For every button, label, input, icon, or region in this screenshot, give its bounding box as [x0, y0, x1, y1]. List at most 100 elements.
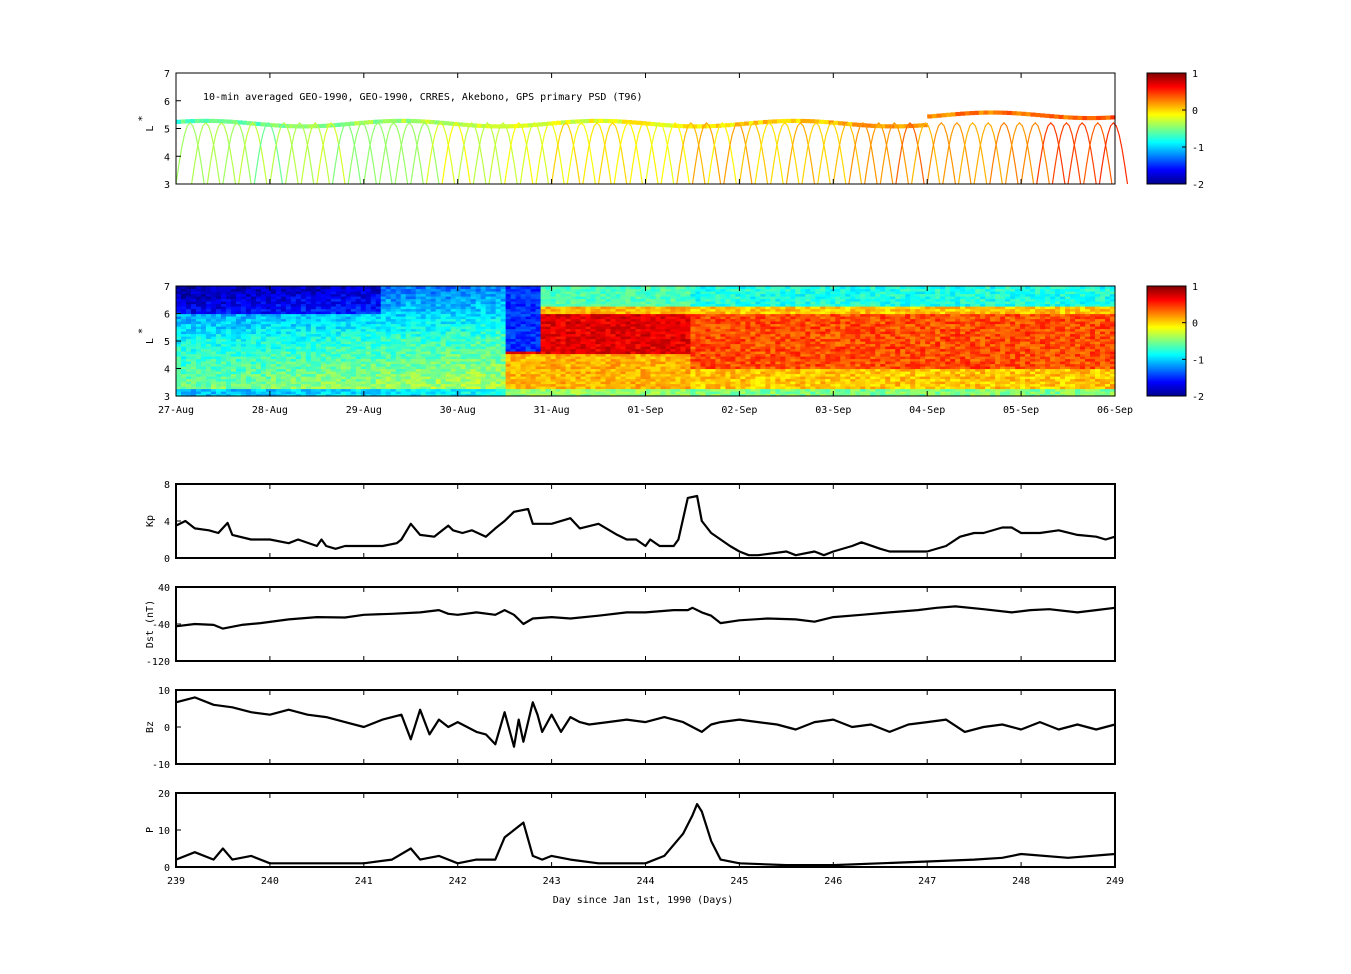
psd-model-cell	[585, 291, 592, 295]
psd-model-cell	[190, 286, 197, 290]
psd-model-cell	[585, 323, 592, 327]
psd-model-cell	[210, 348, 217, 352]
psd-model-cell	[665, 358, 672, 362]
psd-model-cell	[495, 318, 502, 322]
psd-model-cell	[480, 376, 487, 380]
psd-model-cell	[370, 336, 377, 340]
psd-model-cell	[365, 306, 372, 310]
psd-model-cell	[665, 378, 672, 382]
psd-model-cell	[380, 336, 387, 340]
psd-model-cell	[525, 338, 532, 342]
psd-model-cell	[375, 351, 382, 355]
psd-model-cell	[270, 358, 277, 362]
psd-model-cell	[670, 323, 677, 327]
psd-model-cell	[585, 383, 592, 387]
psd-model-cell	[625, 336, 632, 340]
psd-model-cell	[460, 348, 467, 352]
psd-model-cell	[530, 353, 537, 357]
psd-model-cell	[375, 341, 382, 345]
psd-observed-cell	[499, 124, 506, 129]
psd-model-cell	[515, 318, 522, 322]
psd-model-cell	[575, 301, 582, 305]
psd-model-cell	[680, 301, 687, 305]
psd-model-cell	[550, 393, 557, 397]
psd-model-cell	[470, 353, 477, 357]
psd-model-cell	[255, 348, 262, 352]
psd-model-cell	[395, 348, 402, 352]
psd-model-cell	[355, 318, 362, 322]
psd-model-cell	[450, 331, 457, 335]
psd-model-cell	[580, 356, 587, 360]
psd-model-cell	[440, 343, 447, 347]
psd-model-cell	[460, 298, 467, 302]
psd-model-cell	[195, 386, 202, 390]
psd-model-cell	[690, 383, 697, 387]
psd-model-cell	[300, 286, 307, 290]
psd-model-cell	[555, 296, 562, 300]
psd-model-cell	[475, 296, 482, 300]
psd-model-cell	[545, 293, 552, 297]
psd-model-cell	[645, 311, 652, 315]
psd-model-cell	[340, 343, 347, 347]
psd-model-cell	[505, 286, 512, 290]
psd-model-cell	[205, 303, 212, 307]
psd-observed-cell	[1030, 112, 1036, 117]
psd-model-cell	[505, 298, 512, 302]
psd-model-cell	[380, 388, 387, 392]
psd-model-cell	[415, 306, 422, 310]
psd-model-cell	[435, 358, 442, 362]
psd-observed-cell	[293, 124, 299, 129]
psd-model-cell	[670, 301, 677, 305]
psd-model-cell	[675, 301, 682, 305]
psd-model-cell	[375, 301, 382, 305]
psd-model-cell	[610, 366, 617, 370]
psd-model-cell	[580, 336, 587, 340]
psd-model-cell	[515, 378, 522, 382]
psd-model-cell	[530, 351, 537, 355]
psd-model-cell	[540, 318, 547, 322]
psd-model-cell	[360, 361, 367, 365]
psd-model-cell	[500, 393, 507, 397]
psd-model-cell	[685, 303, 692, 307]
psd-model-cell	[365, 316, 372, 320]
psd-model-cell	[305, 376, 312, 380]
psd-model-cell	[460, 341, 467, 345]
psd-model-cell	[310, 331, 317, 335]
psd-model-cell	[545, 316, 552, 320]
psd-model-cell	[395, 323, 402, 327]
psd-model-cell	[210, 338, 217, 342]
psd-model-cell	[705, 361, 712, 365]
psd-model-cell	[475, 393, 482, 397]
psd-model-cell	[480, 361, 487, 365]
psd-model-cell	[420, 321, 427, 325]
psd-model-cell	[280, 366, 287, 370]
psd-model-cell	[355, 328, 362, 332]
psd-model-cell	[660, 303, 667, 307]
psd-model-cell	[400, 301, 407, 305]
psd-model-cell	[560, 373, 567, 377]
psd-model-cell	[520, 376, 527, 380]
psd-model-cell	[390, 341, 397, 345]
psd-model-cell	[385, 373, 392, 377]
psd-model-cell	[590, 293, 597, 297]
psd-model-cell	[405, 386, 412, 390]
psd-model-cell	[515, 303, 522, 307]
psd-model-cell	[590, 393, 597, 397]
psd-model-cell	[610, 388, 617, 392]
psd-model-cell	[545, 333, 552, 337]
psd-observed-cell	[922, 123, 928, 128]
psd-model-cell	[540, 358, 547, 362]
psd-model-cell	[210, 333, 217, 337]
psd-model-cell	[660, 326, 667, 330]
psd-model-cell	[515, 291, 522, 295]
psd-model-cell	[425, 346, 432, 350]
psd-model-cell	[470, 288, 477, 292]
psd-model-cell	[640, 388, 647, 392]
psd-observed-track	[942, 122, 972, 185]
psd-model-cell	[305, 301, 312, 305]
psd-model-cell	[420, 338, 427, 342]
psd-model-cell	[300, 373, 307, 377]
psd-model-cell	[410, 311, 417, 315]
psd-model-cell	[325, 343, 332, 347]
psd-model-cell	[320, 393, 327, 397]
